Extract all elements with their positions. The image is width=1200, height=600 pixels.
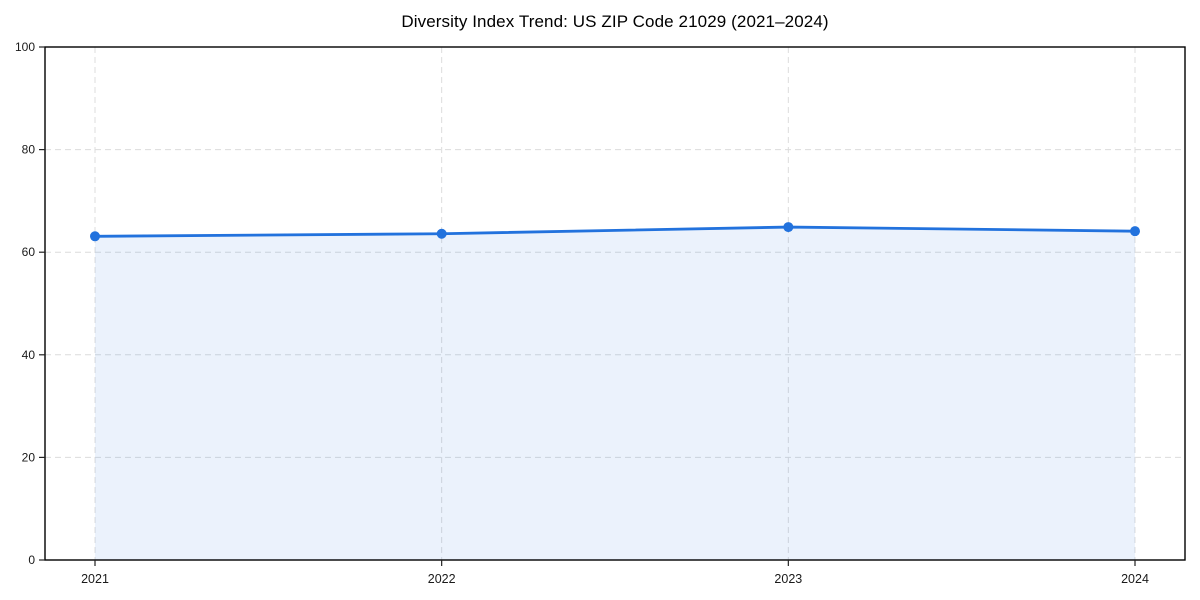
x-tick-label: 2024	[1121, 572, 1149, 586]
trend-line	[93, 225, 1137, 238]
data-point-2022	[436, 228, 447, 239]
data-point-2021	[90, 231, 100, 242]
plot-frame	[44, 46, 1186, 561]
y-tick-label: 100	[15, 40, 35, 54]
y-tick-label: 80	[22, 143, 36, 157]
chart-title: Diversity Index Trend: US ZIP Code 21029…	[401, 12, 829, 31]
y-tick-label: 40	[22, 348, 36, 362]
data-point-2023	[783, 222, 794, 233]
x-tick-label: 2021	[81, 572, 109, 586]
y-tick-label: 20	[22, 450, 36, 464]
y-tick-label: 0	[28, 553, 35, 567]
data-point-2024	[1130, 226, 1140, 237]
area-fill	[95, 227, 1135, 561]
x-tick-label: 2022	[428, 572, 456, 586]
x-tick-label: 2023	[774, 572, 802, 586]
y-tick-label: 60	[22, 245, 36, 259]
